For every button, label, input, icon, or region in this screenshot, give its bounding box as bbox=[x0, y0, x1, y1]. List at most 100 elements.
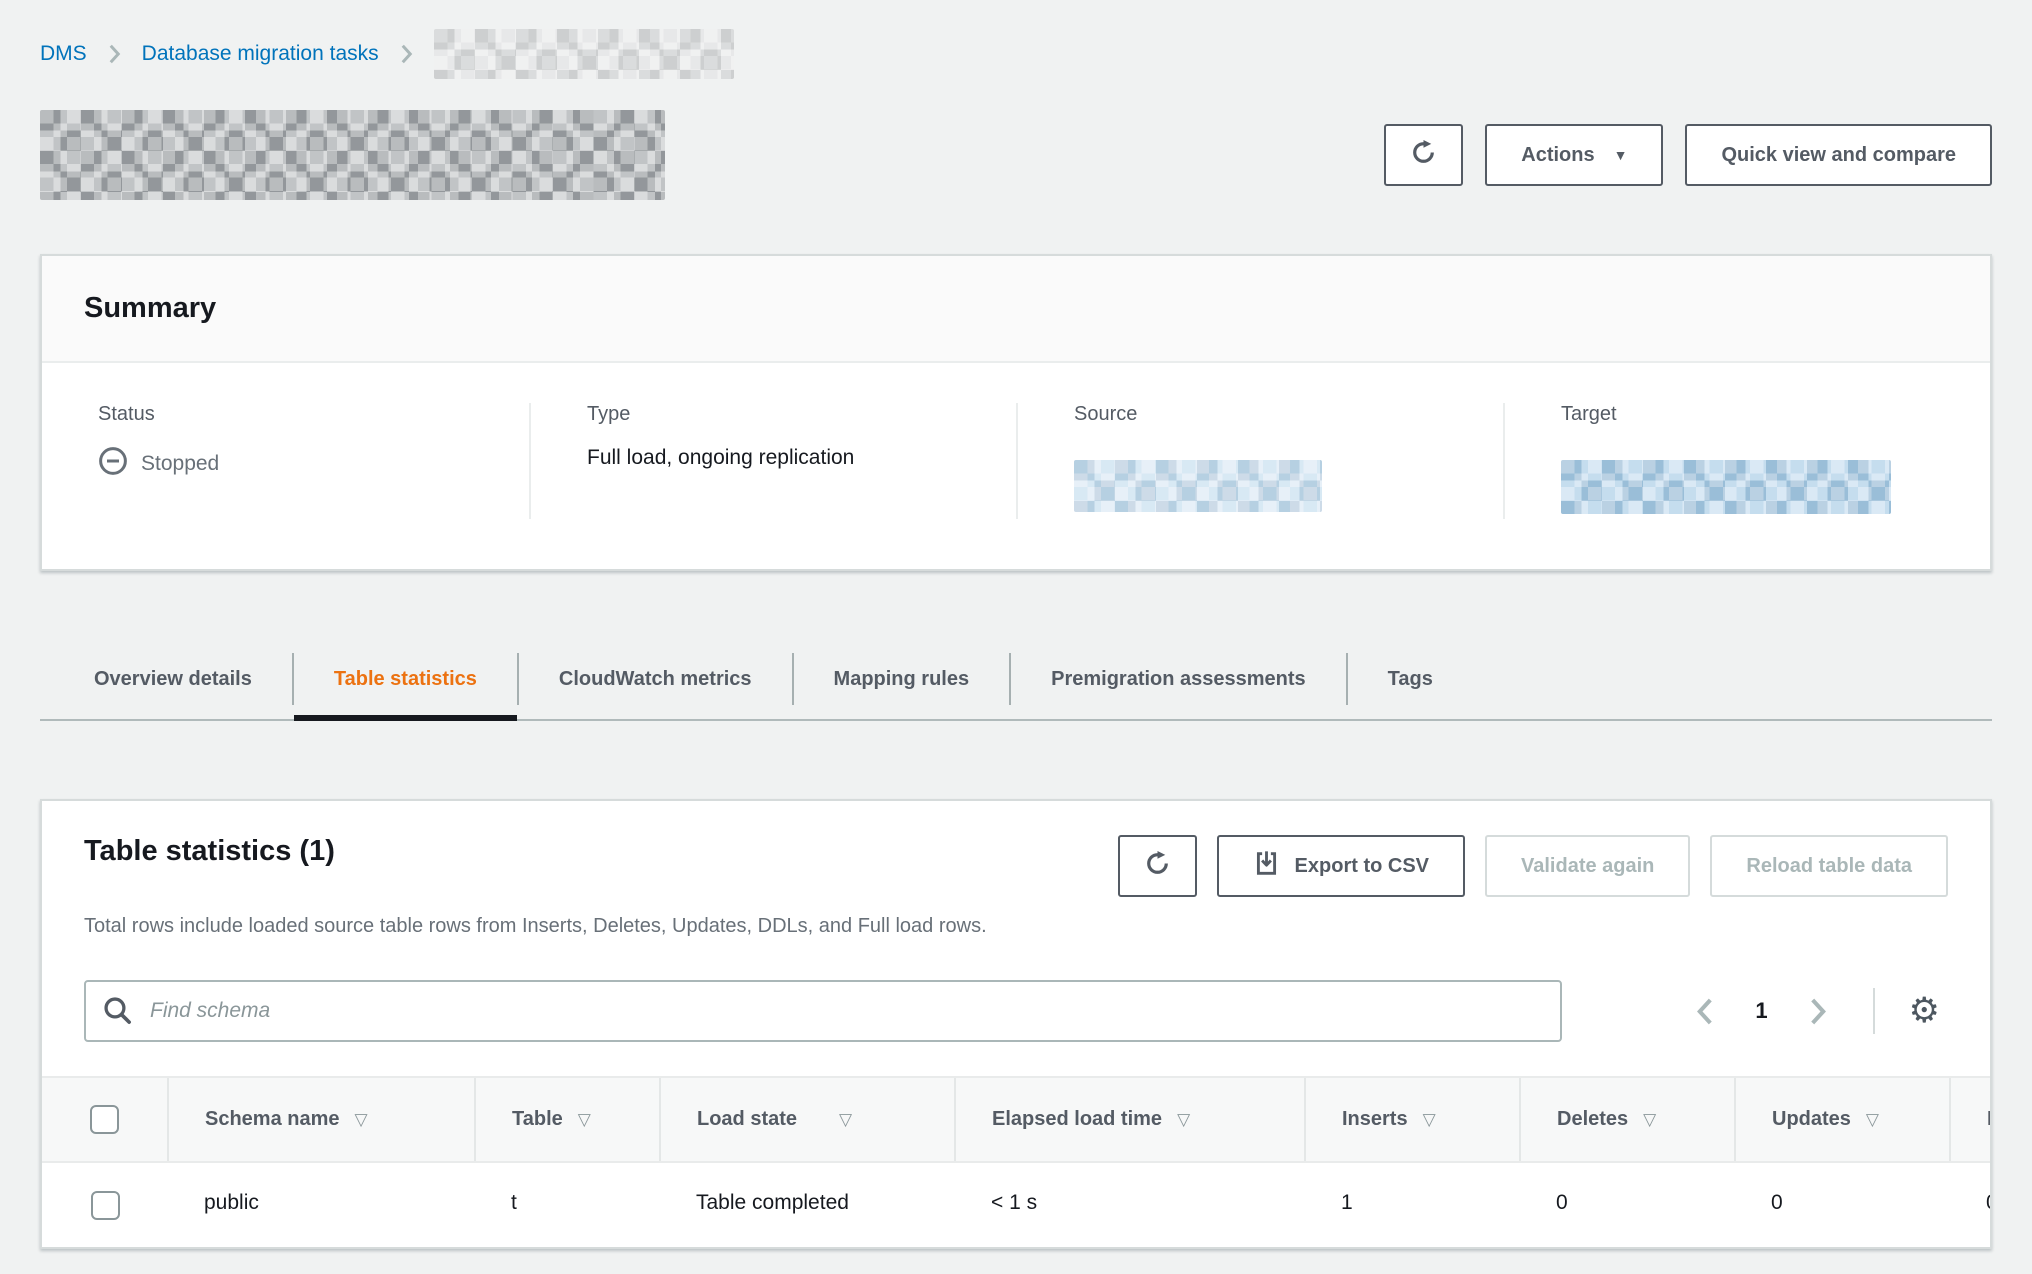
tab-divider bbox=[791, 653, 794, 705]
pager-divider bbox=[1872, 988, 1875, 1034]
schema-search bbox=[84, 980, 1562, 1042]
table-statistics-panel: Table statistics (1) bbox=[40, 799, 1992, 1249]
col-header-inserts[interactable]: Inserts ▽ bbox=[1304, 1076, 1520, 1163]
col-header-load-state[interactable]: Load state ▽ bbox=[659, 1076, 955, 1163]
cell-table: t bbox=[475, 1162, 660, 1247]
select-all-checkbox[interactable] bbox=[90, 1105, 119, 1134]
col-header-elapsed-load-time[interactable]: Elapsed load time ▽ bbox=[954, 1076, 1305, 1163]
page-title-redacted bbox=[40, 110, 665, 200]
target-value-redacted[interactable] bbox=[1561, 460, 1891, 514]
col-header-ddls[interactable]: DDLs▽ bbox=[1949, 1076, 1990, 1163]
col-header-schema-name[interactable]: Schema name ▽ bbox=[167, 1076, 475, 1163]
tab-mapping-rules[interactable]: Mapping rules bbox=[794, 639, 1010, 719]
tab-table-statistics[interactable]: Table statistics bbox=[293, 639, 517, 721]
breadcrumb-current-redacted bbox=[433, 29, 734, 79]
tab-label: CloudWatch metrics bbox=[558, 667, 752, 690]
status-text: Stopped bbox=[141, 452, 220, 475]
tab-divider bbox=[291, 653, 294, 705]
summary-body: Status Stopped Type Full load, ongoing r… bbox=[42, 363, 1990, 569]
type-label: Type bbox=[587, 403, 631, 425]
table-scroll-area: Schema name ▽ Table ▽ Load state ▽ Elapsed … bbox=[42, 1076, 1990, 1247]
table-refresh-button[interactable] bbox=[1117, 835, 1197, 897]
summary-panel: Summary Status Stopped Type Full load, bbox=[40, 254, 1992, 571]
export-csv-label: Export to CSV bbox=[1294, 854, 1429, 877]
cell-elapsed-load-time: < 1 s bbox=[955, 1162, 1305, 1247]
caret-down-icon: ▼ bbox=[1613, 147, 1628, 163]
next-page-button[interactable] bbox=[1796, 990, 1839, 1033]
refresh-button[interactable] bbox=[1384, 124, 1464, 186]
tab-label: Table statistics bbox=[333, 667, 477, 690]
tab-label: Premigration assessments bbox=[1051, 667, 1306, 690]
page-header: Actions ▼ Quick view and compare bbox=[40, 110, 1992, 200]
tab-label: Mapping rules bbox=[833, 667, 970, 690]
summary-field-target: Target bbox=[1503, 403, 1990, 519]
table-statistics-header: Table statistics (1) bbox=[42, 801, 1990, 1042]
validate-again-label: Validate again bbox=[1521, 854, 1655, 877]
cell-inserts: 1 bbox=[1305, 1162, 1520, 1247]
tab-divider bbox=[1009, 653, 1012, 705]
tab-label: Overview details bbox=[94, 667, 252, 690]
tab-divider bbox=[516, 653, 519, 705]
quick-view-compare-button[interactable]: Quick view and compare bbox=[1685, 124, 1992, 186]
search-icon bbox=[102, 995, 133, 1031]
tab-tags[interactable]: Tags bbox=[1348, 639, 1473, 719]
summary-field-type: Type Full load, ongoing replication bbox=[529, 403, 1016, 519]
refresh-icon bbox=[1144, 850, 1171, 883]
tab-cloudwatch-metrics[interactable]: CloudWatch metrics bbox=[519, 639, 792, 719]
previous-page-button[interactable] bbox=[1684, 990, 1727, 1033]
reload-table-data-label: Reload table data bbox=[1746, 854, 1912, 877]
table-toolbar: 1 ⚙ bbox=[84, 980, 1948, 1042]
validate-again-button[interactable]: Validate again bbox=[1485, 835, 1691, 897]
current-page-number: 1 bbox=[1755, 998, 1768, 1023]
table-row: public t Table completed < 1 s 1 0 0 0 bbox=[42, 1162, 1990, 1247]
cell-updates: 0 bbox=[1735, 1162, 1950, 1247]
type-value: Full load, ongoing replication bbox=[587, 446, 855, 469]
sort-icon: ▽ bbox=[1422, 1110, 1436, 1130]
col-header-table[interactable]: Table ▽ bbox=[474, 1076, 660, 1163]
find-schema-input[interactable] bbox=[84, 980, 1562, 1042]
chevron-right-icon bbox=[107, 42, 122, 66]
actions-label: Actions bbox=[1521, 143, 1595, 166]
pagination: 1 ⚙ bbox=[1684, 988, 1944, 1034]
table-statistics-table: Schema name ▽ Table ▽ Load state ▽ Elapsed … bbox=[42, 1076, 1990, 1247]
refresh-icon bbox=[1410, 139, 1437, 172]
cell-load-state: Table completed bbox=[660, 1162, 955, 1247]
table-statistics-description: Total rows include loaded source table r… bbox=[84, 915, 987, 937]
col-header-updates[interactable]: Updates ▽ bbox=[1734, 1076, 1950, 1163]
sort-icon: ▽ bbox=[1643, 1110, 1657, 1130]
sort-icon: ▽ bbox=[1865, 1110, 1879, 1130]
tab-bar: Overview details Table statistics CloudW… bbox=[40, 639, 1992, 721]
summary-field-source: Source bbox=[1016, 403, 1503, 519]
table-actions: Export to CSV Validate again Reload tabl… bbox=[1117, 835, 1948, 897]
preferences-gear-button[interactable]: ⚙ bbox=[1905, 993, 1944, 1029]
reload-table-data-button[interactable]: Reload table data bbox=[1710, 835, 1948, 897]
export-csv-button[interactable]: Export to CSV bbox=[1216, 835, 1465, 897]
sort-icon: ▽ bbox=[354, 1110, 368, 1130]
actions-dropdown-button[interactable]: Actions ▼ bbox=[1485, 124, 1664, 186]
summary-header: Summary bbox=[42, 256, 1990, 363]
tab-overview-details[interactable]: Overview details bbox=[54, 639, 292, 719]
sort-icon: ▽ bbox=[1177, 1110, 1191, 1130]
status-value: Stopped bbox=[98, 446, 505, 482]
tab-premigration-assessments[interactable]: Premigration assessments bbox=[1011, 639, 1346, 719]
sort-icon: ▽ bbox=[577, 1110, 591, 1130]
cell-deletes: 0 bbox=[1520, 1162, 1735, 1247]
col-header-deletes[interactable]: Deletes ▽ bbox=[1519, 1076, 1735, 1163]
source-value-redacted[interactable] bbox=[1074, 460, 1322, 512]
status-label: Status bbox=[98, 403, 155, 425]
stopped-icon bbox=[98, 446, 128, 482]
breadcrumb: DMS Database migration tasks bbox=[40, 28, 1992, 80]
chevron-right-icon bbox=[399, 42, 414, 66]
breadcrumb-link-dms[interactable]: DMS bbox=[40, 42, 87, 65]
source-label: Source bbox=[1074, 403, 1138, 425]
cell-schema-name: public bbox=[168, 1162, 475, 1247]
cell-ddls: 0 bbox=[1950, 1162, 1990, 1247]
breadcrumb-link-tasks[interactable]: Database migration tasks bbox=[141, 42, 379, 65]
row-checkbox[interactable] bbox=[90, 1190, 120, 1220]
tab-label: Tags bbox=[1387, 667, 1433, 690]
quick-view-label: Quick view and compare bbox=[1721, 143, 1956, 166]
table-header-row: Schema name ▽ Table ▽ Load state ▽ Elapsed … bbox=[42, 1076, 1990, 1163]
sort-icon: ▽ bbox=[839, 1110, 853, 1130]
summary-field-status: Status Stopped bbox=[42, 403, 529, 519]
